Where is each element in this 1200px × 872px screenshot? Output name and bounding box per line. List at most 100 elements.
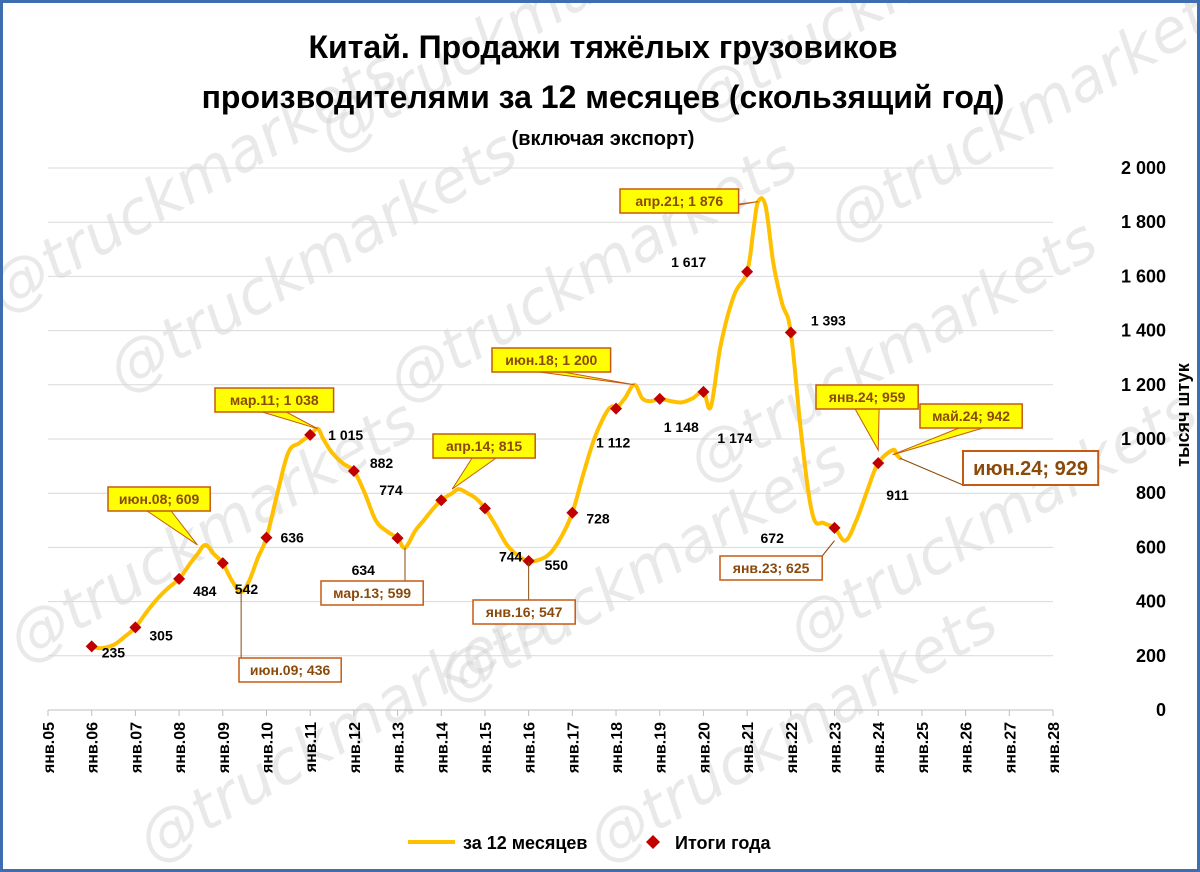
x-tick-label: янв.13 — [391, 722, 408, 774]
annual-total-marker — [216, 557, 229, 570]
annual-total-marker — [435, 494, 448, 507]
chart-title-line1: Китай. Продажи тяжёлых грузовиков — [309, 29, 898, 65]
callout-label: июн.24; 929 — [973, 458, 1088, 480]
y-tick-label: 1 200 — [1121, 375, 1166, 395]
x-tick-label: янв.28 — [1046, 722, 1063, 774]
callout-box — [619, 188, 740, 214]
annual-total-label: 1 174 — [717, 430, 752, 446]
legend-label-annual: Итоги года — [675, 833, 772, 853]
annual-total-marker — [784, 326, 797, 339]
annual-total-marker — [566, 506, 579, 519]
x-tick-label: янв.07 — [128, 722, 145, 774]
chart-subtitle: (включая экспорт) — [512, 128, 695, 150]
annual-total-label: 744 — [499, 548, 523, 564]
x-tick-label: янв.19 — [653, 722, 670, 774]
annual-total-marker — [478, 502, 491, 515]
callout-pointer — [451, 457, 498, 490]
callout-box — [719, 555, 823, 581]
series-line-tail — [894, 452, 903, 461]
callout-leader — [821, 540, 835, 557]
x-tick-label: янв.14 — [434, 722, 451, 774]
x-tick-label: янв.10 — [259, 722, 276, 774]
y-axis-ticks: 0 200 400 600 800 1 000 1 200 1 400 1 600 1 800 2 … — [1121, 158, 1166, 720]
annual-total-marker — [347, 464, 360, 477]
callout-label: янв.16; 547 — [486, 604, 563, 620]
series-line-rolling-12m — [89, 196, 899, 651]
gridlines — [48, 167, 1053, 711]
callout-box — [491, 347, 612, 373]
y-tick-label: 1 400 — [1121, 321, 1166, 341]
annual-total-label: 636 — [280, 530, 304, 546]
callout-pointer — [539, 371, 635, 386]
annual-total-label: 305 — [149, 627, 173, 643]
annual-total-label: 1 148 — [664, 419, 699, 435]
x-tick-label: янв.08 — [172, 722, 189, 774]
callout-box — [962, 450, 1100, 486]
callout-box — [432, 433, 536, 459]
annual-total-marker — [522, 554, 535, 567]
annual-total-marker — [828, 521, 841, 534]
callout-label: мар.13; 599 — [333, 585, 411, 601]
x-tick-label: янв.22 — [784, 722, 801, 774]
callout-label: янв.23; 625 — [733, 560, 810, 576]
annual-total-label: 484 — [193, 583, 217, 599]
annual-total-marker — [85, 640, 98, 653]
y-tick-label: 400 — [1136, 592, 1166, 612]
callout-box — [472, 599, 576, 625]
x-axis-ticks: янв.05 янв.06 янв.07 янв.08 янв.09 янв.10 янв.… — [41, 710, 1063, 774]
callout-label: апр.14; 815 — [446, 438, 522, 454]
y-tick-label: 1 000 — [1121, 429, 1166, 449]
legend-label-rolling: за 12 месяцев — [463, 833, 588, 853]
callout-label: июн.18; 1 200 — [505, 352, 597, 368]
x-tick-label: янв.06 — [85, 722, 102, 774]
annual-total-marker — [872, 457, 885, 470]
legend: за 12 месяцев Итоги года — [408, 833, 772, 853]
x-tick-label: янв.27 — [1002, 722, 1019, 774]
annual-total-marker — [697, 385, 710, 398]
y-tick-label: 2 000 — [1121, 158, 1166, 178]
callout-box — [107, 486, 211, 512]
annual-total-marker — [260, 531, 273, 544]
annual-total-marker — [741, 265, 754, 278]
annual-total-label: 542 — [235, 581, 259, 597]
annual-total-label: 728 — [586, 511, 610, 527]
annual-total-marker — [391, 532, 404, 545]
x-tick-label: янв.25 — [915, 722, 932, 774]
annual-total-marker — [304, 428, 317, 441]
callout-label: июн.09; 436 — [250, 662, 331, 678]
y-tick-label: 1 600 — [1121, 266, 1166, 286]
callout-label: мар.11; 1 038 — [230, 392, 319, 408]
callout-box — [815, 384, 919, 410]
x-tick-label: янв.16 — [522, 722, 539, 774]
annual-total-label: 235 — [102, 644, 126, 660]
callout-label: июн.08; 609 — [119, 491, 200, 507]
annual-total-label: 1 393 — [811, 312, 846, 328]
y-tick-label: 600 — [1136, 537, 1166, 557]
x-tick-label: янв.11 — [303, 722, 320, 773]
x-tick-label: янв.20 — [696, 722, 713, 774]
legend-marker-swatch — [646, 835, 660, 849]
callout-box — [238, 657, 342, 683]
x-tick-label: янв.12 — [347, 722, 364, 774]
watermark-text: @truckmarkets — [3, 385, 429, 676]
series-layer: 235 305 484 542 636 1 015 882 634 774 744 550 728 1 … — [85, 196, 909, 660]
annual-total-label: 634 — [352, 562, 376, 578]
x-tick-label: янв.21 — [740, 722, 757, 774]
annual-total-label: 1 617 — [671, 254, 706, 270]
annual-total-label: 774 — [379, 482, 403, 498]
y-axis-label: тысяч штук — [1173, 362, 1193, 466]
callout-box — [919, 403, 1023, 429]
annual-total-label: 882 — [370, 455, 394, 471]
y-tick-label: 0 — [1156, 700, 1166, 720]
callout-leader — [899, 457, 964, 486]
y-tick-label: 1 800 — [1121, 212, 1166, 232]
y-tick-label: 200 — [1136, 646, 1166, 666]
chart-svg: @truckmarkets@truckmarkets @truckmarkets@… — [3, 3, 1197, 869]
annual-total-label: 672 — [761, 530, 785, 546]
x-tick-label: янв.15 — [478, 722, 495, 774]
callout-pointer — [854, 408, 880, 452]
callout-label: апр.21; 1 876 — [635, 193, 723, 209]
annual-total-label: 1 112 — [596, 435, 630, 451]
callout-label: май.24; 942 — [932, 408, 1010, 424]
